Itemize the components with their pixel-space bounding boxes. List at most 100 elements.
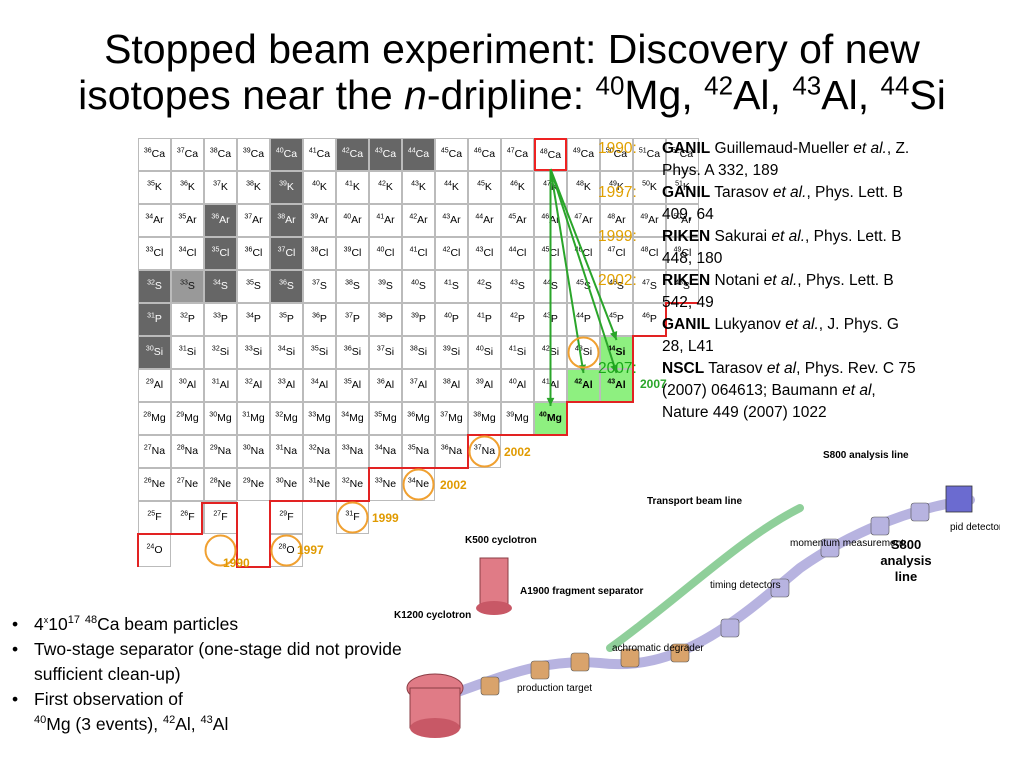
- nuclide-cell: 37Al: [402, 369, 435, 402]
- nuclide-cell: 34Cl: [171, 237, 204, 270]
- nuclide-cell: 50Ar: [666, 204, 699, 237]
- exponent: 17: [67, 614, 80, 627]
- reference-text: 409, 64: [662, 206, 714, 223]
- nuclide-cell: 51Ca: [633, 138, 666, 171]
- beamline-magnet: [720, 618, 740, 638]
- nuclide-cell: 32Al: [237, 369, 270, 402]
- nuclide-cell: 38Ca: [204, 138, 237, 171]
- mass-number: 27: [213, 510, 222, 518]
- mass-number: 36: [407, 411, 416, 419]
- mass-number: 43: [475, 246, 484, 254]
- mass-number: 38: [246, 180, 254, 188]
- mass-number: 43: [442, 213, 451, 221]
- mass-number: 46: [609, 279, 617, 287]
- reference-year: 1999:: [598, 228, 637, 245]
- nuclide-cell: 30Ne: [270, 468, 303, 501]
- title-mass: 43: [792, 70, 822, 101]
- reference-text: GANIL Tarasov et al., Phys. Lett. B: [662, 184, 903, 201]
- mass-number: 50: [605, 147, 614, 155]
- bullet-list: • 4x1017 48Ca beam particles • Two-stage se…: [12, 612, 407, 737]
- mass-number: 46: [642, 312, 650, 320]
- nuclide-cell: 37Ar: [237, 204, 270, 237]
- mass-number: 38: [442, 378, 451, 386]
- mass-number: 36: [376, 378, 385, 386]
- mass-number: 36: [440, 444, 449, 452]
- mass-number: 37: [376, 345, 385, 353]
- nuclide-cell: 33Cl: [138, 237, 171, 270]
- mass-number: 43: [200, 714, 213, 727]
- mass-number: 36: [180, 180, 188, 188]
- mass-number: 40: [475, 345, 484, 353]
- k500-base: [476, 601, 512, 615]
- nuclide-cell: 33P: [204, 303, 237, 336]
- nuclide-cell: 31P: [138, 303, 171, 336]
- nuclide-cell: 35P: [270, 303, 303, 336]
- mass-number: 49: [572, 147, 581, 155]
- production-arrow: [549, 168, 585, 374]
- nuclide-cell: 49Ca: [567, 138, 600, 171]
- mass-number: 27: [143, 444, 152, 452]
- nuclide-cell: 41Ar: [369, 204, 402, 237]
- facility-label: A1900 fragment separator: [520, 586, 643, 597]
- mass-number: 42: [341, 147, 350, 155]
- nscl-facility-diagram: Transport beam line K500 cyclotron K1200 c…: [380, 448, 1024, 773]
- nuclide-cell: 36Al: [369, 369, 402, 402]
- mass-number: 34: [178, 246, 187, 254]
- reference-year: 2002:: [598, 272, 637, 289]
- nuclide-cell: 49Ar: [633, 204, 666, 237]
- s800-label: S800 analysis line: [880, 537, 932, 584]
- mass-number: 46: [510, 180, 518, 188]
- nuclide-cell: 36S: [270, 270, 303, 303]
- facility-label: K500 cyclotron: [465, 535, 537, 546]
- mass-number: 43: [510, 279, 518, 287]
- nuclide-cell: 32Mg: [270, 402, 303, 435]
- beamline-magnet: [910, 502, 930, 522]
- mass-number: 47: [506, 147, 515, 155]
- reference-text: GANIL Guillemaud-Mueller et al., Z.: [662, 140, 910, 157]
- mass-number: 30: [275, 477, 284, 485]
- nuclide-cell: 40S: [402, 270, 435, 303]
- mass-number: 31: [178, 345, 187, 353]
- mass-number: 32: [341, 477, 350, 485]
- mass-number: 36: [343, 345, 352, 353]
- mass-number: 45: [609, 312, 617, 320]
- nuclide-cell: 43K: [402, 171, 435, 204]
- lab-name: GANIL: [662, 184, 711, 201]
- mass-number: 41: [508, 345, 517, 353]
- mass-number: 33: [341, 444, 350, 452]
- discovery-circle: [204, 534, 237, 567]
- mass-number: 31: [242, 411, 251, 419]
- nuclide-cell: 36K: [171, 171, 204, 204]
- mass-number: 38: [409, 345, 418, 353]
- nuclide-cell: 26Ne: [138, 468, 171, 501]
- mass-number: 40: [34, 714, 47, 727]
- reference-line: Phys. A 332, 189: [598, 160, 1003, 182]
- beamline-magnet: [530, 660, 550, 680]
- mass-number: 38: [277, 213, 286, 221]
- nuclide-cell: 39Ca: [237, 138, 270, 171]
- nuclide-cell: 40P: [435, 303, 468, 336]
- nuclide-cell: 35Si: [303, 336, 336, 369]
- mass-number: 50: [673, 213, 682, 221]
- reference-list: 1990: GANIL Guillemaud-Mueller et al., Z.…: [598, 138, 1003, 424]
- mass-number: 37: [213, 180, 221, 188]
- nuclide-cell: 44K: [435, 171, 468, 204]
- mass-number: 42: [541, 345, 550, 353]
- nuclide-cell: 43Ca: [369, 138, 402, 171]
- mass-number: 36: [279, 279, 287, 287]
- nuclide-cell: 29Al: [138, 369, 171, 402]
- nuclide-cell: 35Na: [402, 435, 435, 468]
- beamline-magnet: [570, 652, 590, 672]
- facility-label: momentum measurement: [790, 538, 904, 549]
- mass-number: 38: [209, 147, 218, 155]
- reference-line: 28, L41: [598, 336, 1003, 358]
- arrow-head: [609, 331, 618, 340]
- nuclide-cell: 32S: [138, 270, 171, 303]
- mass-number: 40: [508, 378, 517, 386]
- mass-number: 46: [541, 213, 550, 221]
- nuclide-cell: 32Na: [303, 435, 336, 468]
- nuclide-cell: 33Al: [270, 369, 303, 402]
- mass-number: 29: [176, 411, 185, 419]
- mass-number: 35: [374, 411, 383, 419]
- nuclide-cell: 48Cl: [633, 237, 666, 270]
